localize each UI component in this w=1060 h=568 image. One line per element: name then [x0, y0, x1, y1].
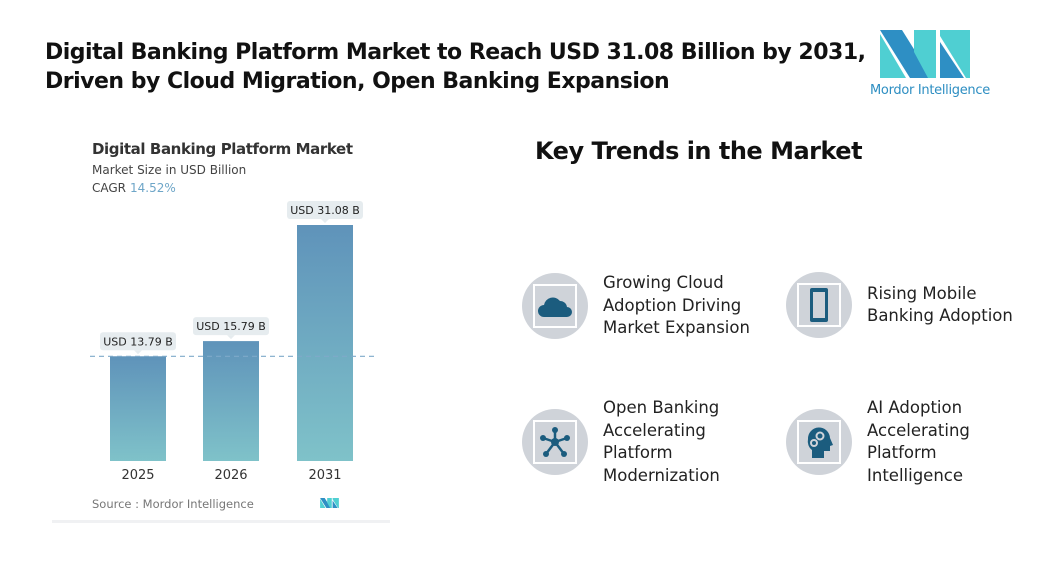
chart-source: Source : Mordor Intelligence	[92, 497, 254, 511]
chart-subtitle: Market Size in USD Billion	[92, 163, 247, 177]
trend-text: Open Banking Accelerating Platform Moder…	[603, 398, 720, 485]
ai-head-gears-icon	[807, 427, 833, 458]
data-label-pointer	[134, 350, 142, 355]
data-label-pointer	[321, 219, 329, 223]
trends-heading: Key Trends in the Market	[535, 137, 863, 165]
bar-2025	[110, 356, 166, 461]
logo-text: Mordor Intelligence	[870, 83, 990, 98]
data-label-bg	[193, 317, 269, 336]
data-label: USD 13.79 B	[103, 335, 173, 348]
cagr-value: 14.52%	[130, 181, 176, 195]
data-label-pointer	[227, 335, 235, 340]
cagr: CAGR 14.52%	[92, 181, 176, 195]
trend-text: AI Adoption Accelerating Platform Intell…	[867, 398, 970, 485]
trend-item: Growing Cloud Adoption Driving Market Ex…	[522, 272, 763, 340]
x-tick-label: 2031	[308, 468, 341, 483]
network-hub-icon	[540, 427, 570, 457]
chart-title: Digital Banking Platform Market	[92, 140, 353, 158]
data-label: USD 31.08 B	[290, 204, 360, 217]
bar-2031	[297, 225, 353, 461]
page-title: Digital Banking Platform Market to Reach…	[45, 38, 866, 96]
trend-text: Rising Mobile Banking Adoption	[867, 283, 1013, 326]
source-logo-icon	[320, 497, 339, 509]
trend-text: Growing Cloud Adoption Driving Market Ex…	[603, 273, 750, 337]
data-label: USD 15.79 B	[196, 320, 266, 333]
mobile-phone-icon	[810, 288, 828, 322]
cagr-label: CAGR	[92, 181, 127, 195]
x-tick-label: 2026	[214, 468, 247, 483]
trend-item: AI Adoption Accelerating Platform Intell…	[786, 397, 1027, 487]
data-label-bg	[287, 201, 363, 219]
cloud-icon	[538, 297, 572, 317]
trend-item: Open Banking Accelerating Platform Moder…	[522, 397, 763, 487]
title-line-2: Driven by Cloud Migration, Open Banking …	[45, 69, 670, 94]
bar-2026	[203, 341, 259, 461]
data-label-bg	[100, 332, 176, 351]
mordor-logo-icon	[880, 30, 970, 78]
trend-item: Rising Mobile Banking Adoption	[786, 272, 1027, 338]
x-tick-label: 2025	[121, 468, 154, 483]
title-line-1: Digital Banking Platform Market to Reach…	[45, 40, 866, 65]
